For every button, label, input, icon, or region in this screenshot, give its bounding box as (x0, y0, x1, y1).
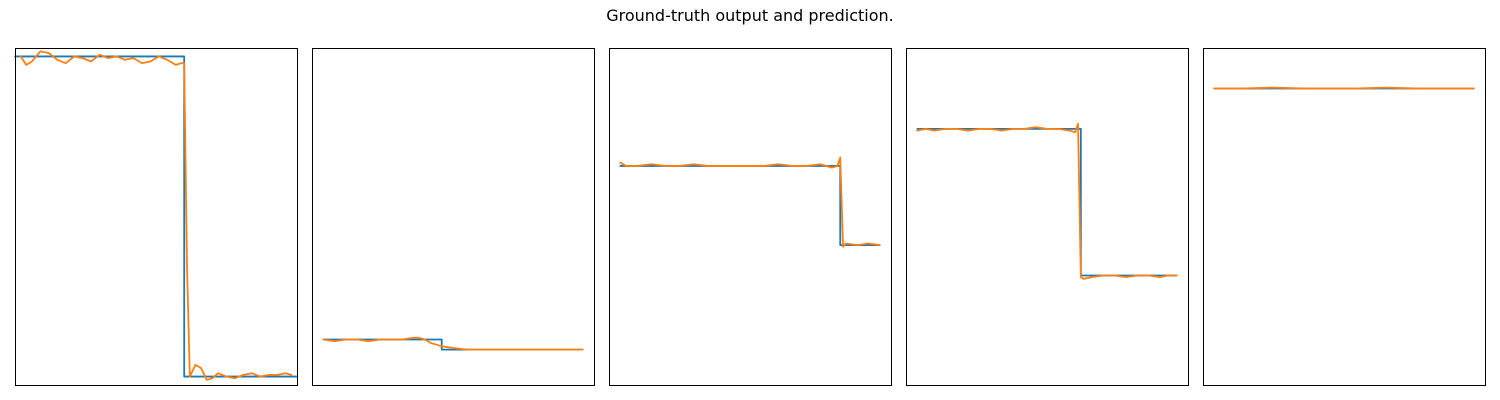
figure-title: Ground-truth output and prediction. (606, 6, 894, 25)
ground-truth-line (14, 55, 298, 378)
subplot-5 (1203, 48, 1486, 386)
axes-frame (15, 48, 298, 386)
axes-frame (609, 48, 892, 386)
subplot-1 (14, 48, 298, 386)
subplot-4 (906, 48, 1189, 386)
prediction-line (322, 336, 584, 351)
subplot-2 (312, 48, 595, 386)
subplot-3 (609, 48, 892, 386)
axes-frame (1203, 48, 1486, 386)
prediction-line (916, 122, 1178, 280)
prediction-line (1213, 86, 1475, 90)
ground-truth-line (916, 127, 1178, 277)
prediction-line (619, 156, 881, 248)
axes-frame (312, 48, 595, 386)
prediction-line (19, 50, 293, 381)
axes-frame (906, 48, 1189, 386)
